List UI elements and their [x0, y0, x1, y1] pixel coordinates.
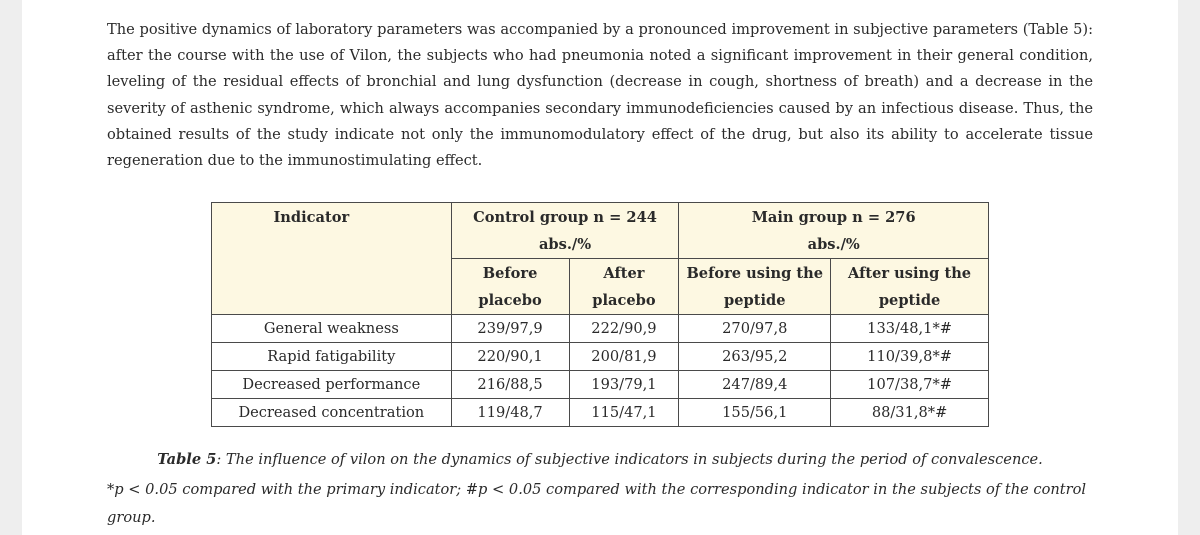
indicator-cell: General weakness: [211, 314, 452, 343]
table-caption-label: Table 5: [157, 451, 217, 468]
main-before-cell: 247/89,4: [678, 370, 832, 399]
table-row: General weakness 239/97,9 222/90,9 270/9…: [211, 314, 989, 343]
main-after-cell: 110/39,8*#: [830, 342, 989, 371]
control-before-cell: 239/97,9: [450, 314, 570, 343]
table-row: Decreased concentration 119/48,7 115/47,…: [211, 398, 989, 427]
control-group-header: Control group n = 244 abs./%: [450, 202, 680, 259]
main-group-header: Main group n = 276 abs./%: [678, 202, 989, 259]
main-before-cell: 155/56,1: [678, 398, 832, 427]
table-row: Rapid fatigability 220/90,1 200/81,9 263…: [211, 342, 989, 371]
main-after-header: After using the peptide: [830, 258, 989, 315]
indicator-header: Indicator: [211, 202, 452, 315]
main-after-cell: 107/38,7*#: [830, 370, 989, 399]
control-group-title: Control group n = 244: [473, 209, 657, 226]
control-before-cell: 220/90,1: [450, 342, 570, 371]
table-footnote: *p < 0.05 compared with the primary indi…: [107, 481, 1087, 526]
main-group-unit: abs./%: [807, 236, 860, 253]
main-before-header: Before using the peptide: [678, 258, 832, 315]
control-after-cell: 115/47,1: [568, 398, 680, 427]
body-paragraph: The positive dynamics of laboratory para…: [107, 21, 1093, 170]
table-row: Decreased performance 216/88,5 193/79,1 …: [211, 370, 989, 399]
control-before-cell: 119/48,7: [450, 398, 570, 427]
table-header-row: Indicator Control group n = 244 abs./% M…: [211, 202, 989, 315]
table-caption-text: : The influence of vilon on the dynamics…: [216, 451, 1043, 468]
indicator-cell: Decreased performance: [211, 370, 452, 399]
table-subheader-row: Before placebo After placebo Before usin…: [212, 258, 989, 315]
main-before-cell: 263/95,2: [678, 342, 832, 371]
document-page: The positive dynamics of laboratory para…: [22, 0, 1178, 535]
control-after-cell: 193/79,1: [568, 370, 680, 399]
indicator-cell: Rapid fatigability: [211, 342, 452, 371]
results-table: Indicator Control group n = 244 abs./% M…: [211, 202, 989, 427]
control-before-header: Before placebo: [450, 258, 570, 315]
main-before-cell: 270/97,8: [678, 314, 832, 343]
indicator-cell: Decreased concentration: [211, 398, 452, 427]
main-after-cell: 133/48,1*#: [830, 314, 989, 343]
table-caption: Table 5: The influence of vilon on the d…: [22, 446, 1178, 474]
control-group-unit: abs./%: [538, 236, 592, 253]
control-after-cell: 200/81,9: [568, 342, 680, 371]
main-after-cell: 88/31,8*#: [830, 398, 989, 427]
control-after-header: After placebo: [568, 258, 680, 315]
control-after-cell: 222/90,9: [568, 314, 680, 343]
control-before-cell: 216/88,5: [450, 370, 570, 399]
main-group-title: Main group n = 276: [751, 209, 916, 226]
